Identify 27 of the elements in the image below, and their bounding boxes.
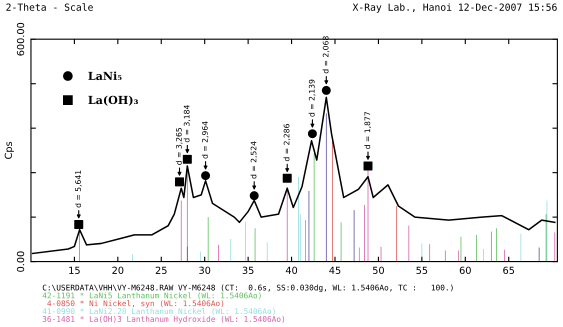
point [322, 86, 331, 95]
x-tick-label: 45 [329, 266, 340, 274]
x-tick-label: 60 [460, 266, 471, 274]
x-tick-label: 30 [199, 266, 210, 274]
point [175, 177, 184, 186]
y-tick-label: 600.00 [16, 22, 24, 56]
point [282, 174, 292, 183]
point [250, 191, 259, 200]
chart-subtitle: X-Ray Lab., Hanoi 12-Dec-2007 15:56 [352, 3, 557, 13]
x-tick-label: 65 [503, 266, 514, 274]
x-tick-label: 50 [372, 266, 384, 274]
x-tick-label: 55 [416, 266, 428, 274]
y-axis-title: Cps [4, 142, 14, 159]
chart-title: 2-Theta - Scale [6, 3, 93, 11]
x-tick-label: 40 [286, 266, 298, 274]
point [182, 154, 192, 164]
point [74, 220, 84, 230]
x-tick-label: 35 [242, 266, 254, 274]
legend-label: La(OH)₃ [88, 96, 138, 106]
x-tick-label: 20 [112, 266, 124, 274]
x-tick-label: 15 [69, 266, 80, 274]
point [201, 171, 210, 180]
legend-label: LaNi₅ [88, 71, 122, 80]
point [308, 129, 317, 138]
point [364, 161, 372, 170]
x-tick-label: 25 [156, 266, 167, 274]
y-tick-label: 0.00 [16, 251, 24, 272]
